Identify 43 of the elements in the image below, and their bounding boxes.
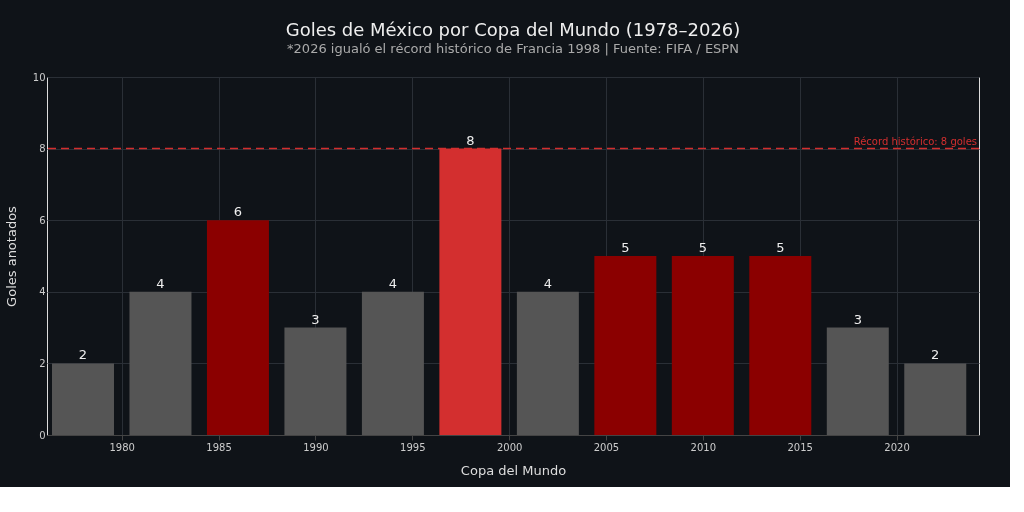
bar — [594, 256, 657, 435]
data-label: 4 — [156, 275, 165, 291]
x-tick-label: 2010 — [690, 441, 717, 453]
y-tick-label: 6 — [39, 214, 46, 226]
data-label: 5 — [621, 240, 630, 255]
bar — [904, 363, 967, 435]
chart-subtitle: *2026 igualó el récord histórico de Francia 1998 | Fuente: FIFA / ESPN — [287, 41, 739, 56]
x-tick-label: 2015 — [787, 441, 813, 453]
x-tick-label: 1995 — [400, 441, 426, 453]
y-tick-label: 2 — [39, 357, 46, 369]
y-tick-label: 0 — [39, 429, 46, 441]
x-tick-label: 2020 — [884, 441, 910, 453]
bar — [826, 327, 889, 435]
bar — [206, 220, 269, 435]
bar — [749, 256, 812, 435]
bar — [671, 256, 734, 435]
data-label: 2 — [931, 347, 940, 363]
chart-title: Goles de México por Copa del Mundo (1978–2026) — [285, 19, 741, 40]
data-label: 3 — [853, 311, 862, 327]
bar — [516, 291, 579, 435]
data-label: 3 — [311, 311, 320, 327]
data-label: 5 — [698, 240, 707, 255]
bar — [129, 291, 192, 435]
y-tick-label: 10 — [32, 71, 46, 83]
data-label: 6 — [233, 204, 243, 220]
x-tick-label: 1985 — [206, 441, 232, 453]
x-tick-label: 1980 — [109, 441, 135, 453]
bar — [361, 291, 424, 435]
x-axis-title: Copa del Mundo — [460, 462, 567, 478]
x-tick-label: 1990 — [303, 441, 329, 453]
y-tick-label: 8 — [39, 143, 46, 155]
ref-line-label: Récord histórico: 8 goles — [853, 135, 977, 147]
data-label: 4 — [388, 275, 398, 291]
data-label: 2 — [78, 347, 88, 363]
y-tick-label: 4 — [39, 286, 46, 298]
y-axis-title: Goles anotados — [3, 205, 19, 307]
x-tick-label: 2005 — [593, 441, 620, 453]
data-label: 8 — [466, 132, 475, 148]
bar — [51, 363, 114, 435]
data-label: 4 — [543, 275, 553, 291]
bar — [284, 327, 347, 435]
data-label: 5 — [776, 240, 785, 255]
x-tick-label: 2000 — [496, 441, 523, 453]
